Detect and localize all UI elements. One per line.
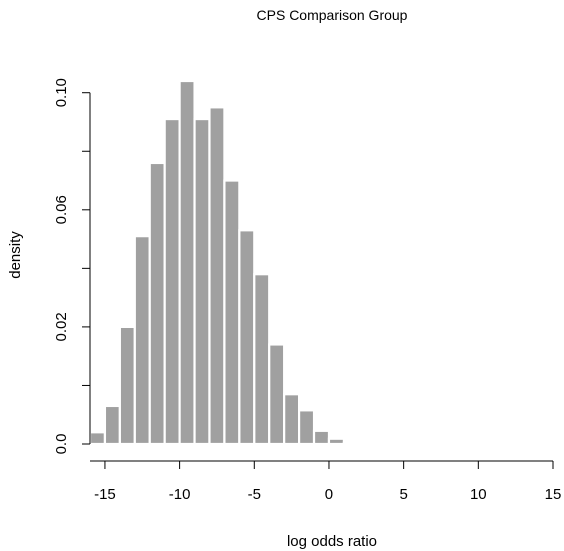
y-tick-label: 0.02 [53,312,70,341]
histogram-bar [268,343,286,446]
histogram-bar [342,441,360,446]
histogram-bar [88,431,107,446]
x-tick-label: -5 [248,486,261,503]
y-axis: 0.0 0.02 0.06 0.10 [53,78,91,455]
x-tick-label: 10 [470,486,487,503]
histogram-bars [88,79,360,446]
histogram-bar [208,106,226,446]
histogram-bar [133,235,151,446]
histogram-bar [193,117,211,446]
x-tick-label: 15 [545,486,562,503]
chart-title: CPS Comparison Group [257,7,408,23]
y-tick-label: 0.06 [53,195,70,224]
histogram-bar [253,273,271,446]
y-tick-label: 0.10 [53,78,70,107]
y-axis-label: density [7,231,24,279]
histogram-bar [118,325,136,446]
x-tick-label: 5 [399,486,407,503]
histogram-bar [238,229,256,446]
y-tick-label: 0.0 [53,434,70,455]
histogram-bar [223,179,241,446]
histogram-bar [327,437,346,446]
histogram-bar [178,79,196,446]
x-axis-label: log odds ratio [287,533,377,550]
x-tick-label: 0 [325,486,333,503]
histogram-bar [312,429,331,446]
histogram-bar [283,393,301,446]
x-axis: -15 -10 -5 0 5 10 15 [90,460,562,503]
histogram-bar [297,409,316,446]
histogram-bar [148,161,166,446]
histogram-bar [163,117,181,446]
histogram-bar [103,404,121,446]
x-tick-label: -10 [169,486,191,503]
x-tick-label: -15 [94,486,116,503]
